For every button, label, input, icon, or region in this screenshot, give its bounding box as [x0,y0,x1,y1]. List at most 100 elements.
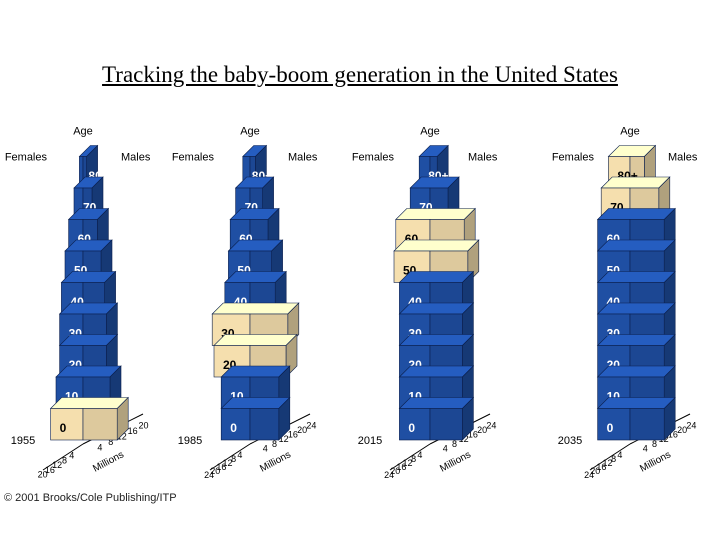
bar-top-face [211,302,300,315]
female-tick-label: 12 [52,460,62,470]
female-tick-label: 24 [584,470,594,480]
age-axis-label: Age [240,126,260,138]
female-tick-label: 20 [590,466,600,476]
bar-top-face [596,365,676,378]
bar-top-face [220,397,291,409]
male-tick-label: 20 [139,421,149,431]
male-tick-label: 4 [643,443,648,453]
female-tick-label: 8 [62,455,67,465]
bar-top-face [220,365,291,378]
bar-top-face [398,271,475,283]
female-tick-label: 4 [617,450,622,460]
bar-top-face [398,397,475,409]
age-band-0: 0 [220,396,291,441]
age-band-50: 50 [393,239,480,284]
male-tick-label: 16 [668,430,678,440]
male-tick-label: 4 [97,443,102,453]
females-label: Females [172,152,215,164]
females-axis [42,443,84,471]
male-bar [82,408,118,441]
female-tick-label: 24 [384,470,394,480]
bar-top-face [213,334,298,346]
bar-top-face [398,365,475,378]
females-axis [389,443,431,471]
year-label: 2015 [358,435,382,447]
male-tick-label: 16 [128,426,138,436]
female-tick-label: 8 [411,454,416,464]
male-tick-label: 12 [459,434,469,444]
female-tick-label: 12 [223,458,233,468]
female-tick-label: 16 [216,462,226,472]
bar-top-face [596,239,676,252]
age-label: 0 [230,421,237,435]
male-tick-label: 24 [306,420,316,430]
male-bar [249,408,280,441]
female-bar [597,408,631,441]
year-label: 2035 [558,435,582,447]
male-tick-label: 8 [108,437,113,447]
bar-top-face [596,271,676,283]
females-axis [589,443,631,471]
males-label: Males [288,152,318,164]
male-tick-label: 16 [288,430,298,440]
males-label: Males [468,152,498,164]
female-tick-label: 16 [596,462,606,472]
female-tick-label: 20 [210,466,220,476]
bar-top-face [596,208,676,220]
age-band-0: 0 [398,396,475,441]
female-tick-label: 16 [45,465,55,475]
age-axis-label: Age [620,126,640,138]
male-tick-label: 16 [468,430,478,440]
females-axis [209,443,251,471]
bar-top-face [398,334,475,346]
male-tick-label: 24 [486,420,496,430]
male-tick-label: 12 [117,432,127,442]
female-tick-label: 20 [38,470,48,480]
bar-top-face [398,302,475,315]
female-tick-label: 16 [396,462,406,472]
male-tick-label: 8 [272,439,277,449]
male-bar [629,408,665,441]
females-label: Females [352,152,395,164]
female-tick-label: 12 [603,458,613,468]
female-tick-label: 20 [390,466,400,476]
females-label: Females [552,152,595,164]
age-band-70: 70 [73,176,104,221]
age-label: 0 [607,421,614,435]
bar-top-face [393,239,480,252]
male-tick-label: 20 [677,425,687,435]
female-tick-label: 24 [204,470,214,480]
age-label: 0 [408,421,415,435]
age-axis-label: Age [73,126,93,138]
female-tick-label: 4 [417,450,422,460]
males-label: Males [121,152,151,164]
male-tick-label: 4 [443,443,448,453]
male-tick-label: 8 [452,439,457,449]
male-tick-label: 8 [652,439,657,449]
bar-top-face [49,397,129,409]
bar-top-face [600,176,671,189]
copyright-credit: © 2001 Brooks/Cole Publishing/ITP [4,492,177,504]
pyramid-2035: 24201612844812162024Millions203580+70605… [552,126,698,481]
male-tick-label: 24 [686,420,696,430]
male-tick-label: 20 [477,425,487,435]
year-label: 1985 [178,435,202,447]
age-band-0: 0 [596,396,676,441]
males-label: Males [668,152,698,164]
page-title: Tracking the baby-boom generation in the… [102,62,618,87]
male-tick-label: 4 [263,443,268,453]
bar-top-face [596,302,676,315]
millions-axis-label: Millions [91,449,126,474]
year-label: 1955 [11,435,35,447]
age-band-0: 0 [49,396,129,441]
male-tick-label: 12 [279,434,289,444]
bar-top-face [596,397,676,409]
male-bar [429,408,463,441]
females-label: Females [5,152,48,164]
female-tick-label: 4 [69,451,74,461]
bar-top-face [395,208,476,220]
bar-top-face [596,334,676,346]
